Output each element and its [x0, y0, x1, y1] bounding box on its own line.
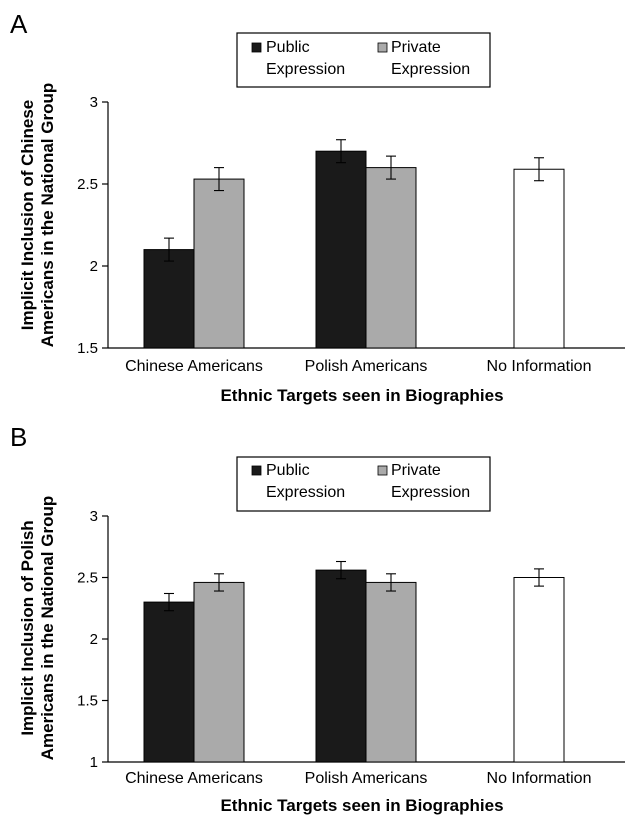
category-label-no-information: No Information	[487, 770, 592, 787]
legend-swatch-private	[377, 42, 388, 53]
bar-public-expression-polish-americans	[315, 569, 367, 763]
legend-label-private-line1: Private	[391, 39, 441, 56]
legend-label-private-line2: Expression	[391, 484, 470, 501]
error-bar-public-expression-chinese-americans	[164, 237, 174, 262]
error-bar-private-expression-polish-americans	[386, 155, 396, 180]
legend: Public Expression Private Expression	[236, 32, 491, 88]
legend-label-private-line2: Expression	[391, 61, 470, 78]
panel-b: B Public Expression Private Expression I…	[10, 422, 625, 815]
bar-bar-no-information	[513, 577, 565, 763]
y-tick-label: 1	[90, 754, 98, 771]
y-tick-label: 1.5	[77, 340, 98, 357]
error-bar-private-expression-chinese-americans	[214, 167, 224, 192]
error-bar-private-expression-chinese-americans	[214, 573, 224, 592]
bar-private-expression-chinese-americans	[193, 178, 245, 349]
bar-public-expression-polish-americans	[315, 150, 367, 349]
category-label-chinese-americans: Chinese Americans	[125, 358, 263, 375]
y-tick-label: 2	[90, 631, 98, 648]
category-label-polish-americans: Polish Americans	[305, 358, 428, 375]
error-bar-public-expression-polish-americans	[336, 560, 346, 580]
y-axis-label-line2: Americans in the National Group	[38, 496, 57, 761]
x-axis-label: Ethnic Targets seen in Biographies	[220, 386, 503, 405]
bar-bar-no-information	[513, 168, 565, 349]
legend-swatch-private	[377, 465, 388, 476]
bars	[143, 139, 565, 349]
y-axis-label-line1: Implicit Inclusion of Chinese	[18, 100, 37, 330]
error-bar-bar-no-information	[534, 157, 544, 182]
category-label-chinese-americans: Chinese Americans	[125, 770, 263, 787]
bar-public-expression-chinese-americans	[143, 249, 195, 349]
y-tick-label: 2.5	[77, 176, 98, 193]
panel-label: A	[10, 9, 28, 39]
error-bar-public-expression-chinese-americans	[164, 592, 174, 612]
category-label-polish-americans: Polish Americans	[305, 770, 428, 787]
y-tick-label: 3	[90, 508, 98, 525]
error-bar-bar-no-information	[534, 568, 544, 587]
y-axis-label-line1: Implicit Inclusion of Polish	[18, 520, 37, 735]
panel-a: A Public Expression Private Expression I…	[10, 9, 625, 405]
y-axis-ticks: 1.5 2 2.5 3	[77, 94, 108, 357]
y-axis-ticks: 1 1.5 2 2.5 3	[77, 508, 108, 771]
panel-label: B	[10, 422, 27, 452]
legend-box	[236, 456, 491, 512]
legend-box	[236, 32, 491, 88]
y-tick-label: 1.5	[77, 693, 98, 710]
y-tick-label: 2.5	[77, 570, 98, 587]
legend: Public Expression Private Expression	[236, 456, 491, 512]
legend-label-public-line2: Expression	[266, 61, 345, 78]
legend-label-public-line2: Expression	[266, 484, 345, 501]
bar-private-expression-polish-americans	[365, 581, 417, 763]
error-bar-private-expression-polish-americans	[386, 573, 396, 592]
x-axis-label: Ethnic Targets seen in Biographies	[220, 796, 503, 815]
bar-public-expression-chinese-americans	[143, 601, 195, 763]
y-tick-label: 3	[90, 94, 98, 111]
y-axis-label-line2: Americans in the National Group	[38, 83, 57, 348]
legend-swatch-public	[251, 42, 262, 53]
legend-label-private-line1: Private	[391, 462, 441, 479]
y-tick-label: 2	[90, 258, 98, 275]
category-label-no-information: No Information	[487, 358, 592, 375]
bar-private-expression-polish-americans	[365, 167, 417, 349]
legend-swatch-public	[251, 465, 262, 476]
bars	[143, 560, 565, 763]
error-bar-public-expression-polish-americans	[336, 139, 346, 164]
legend-label-public-line1: Public	[266, 39, 310, 56]
legend-label-public-line1: Public	[266, 462, 310, 479]
bar-private-expression-chinese-americans	[193, 581, 245, 763]
